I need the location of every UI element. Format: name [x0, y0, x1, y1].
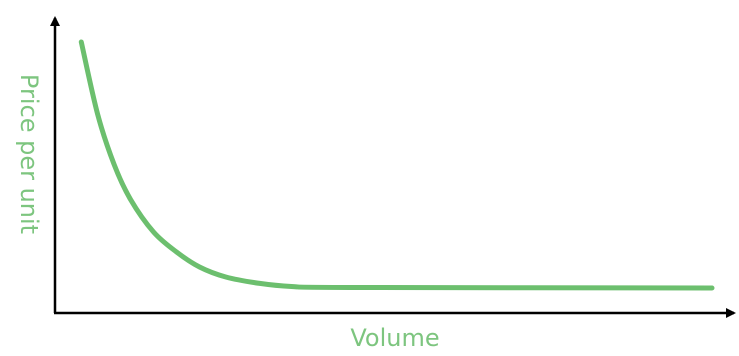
x-axis-label: Volume	[350, 324, 439, 352]
y-axis-label: Price per unit	[15, 74, 43, 234]
price-curve	[78, 39, 715, 291]
